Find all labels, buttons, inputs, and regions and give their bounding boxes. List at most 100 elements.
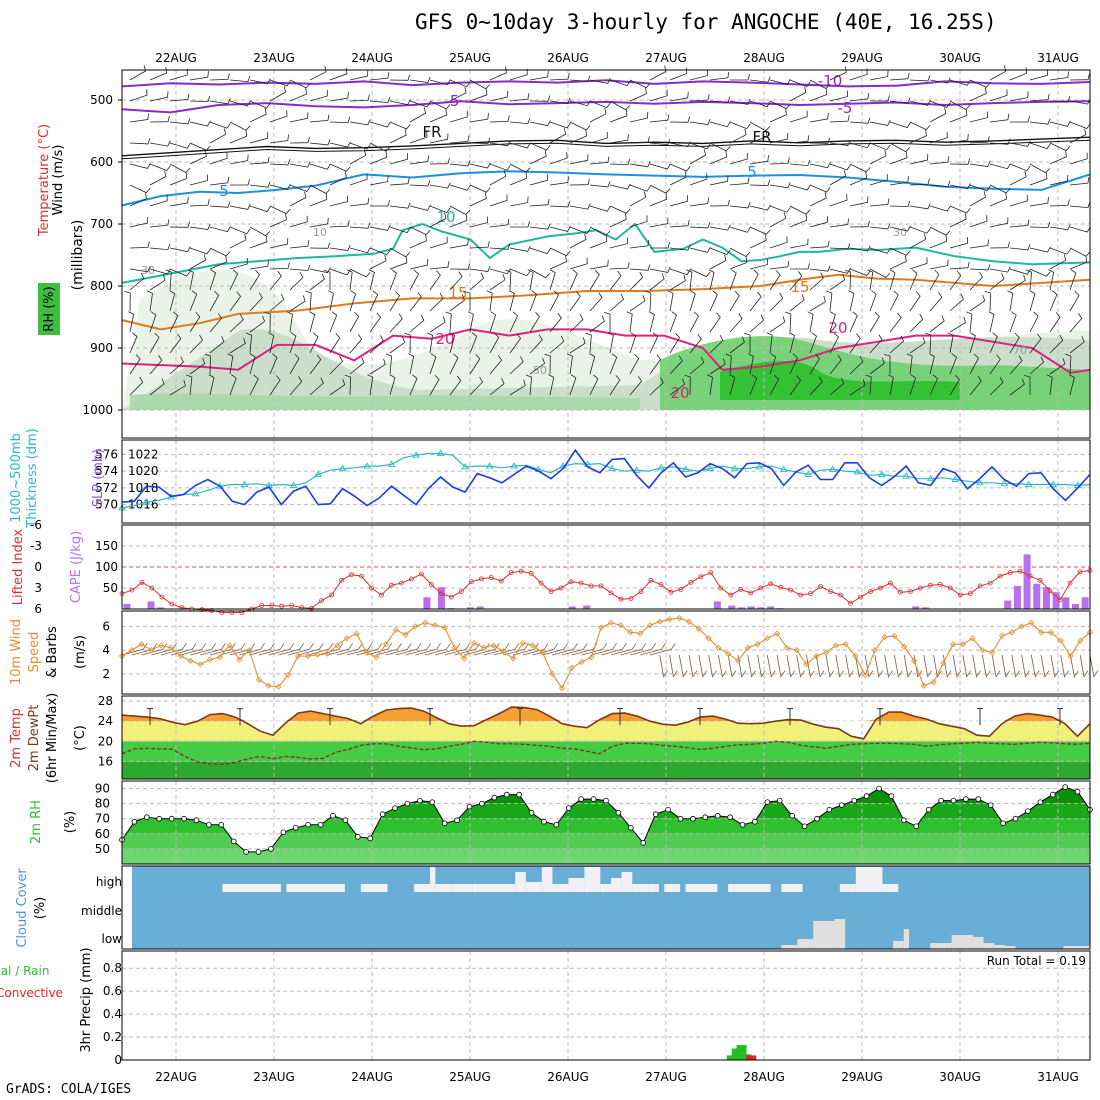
wind-barb [709,71,730,81]
wind-barb [368,269,375,291]
li-marker [389,582,394,588]
wind-barb [249,260,269,270]
wind-barb [269,237,289,249]
wind-speed-marker [666,616,673,623]
wind-barb [549,121,571,129]
cape-bar [1081,597,1089,609]
li-marker [1057,597,1063,603]
thickness-marker [877,470,886,477]
wind-barb [769,292,784,312]
wind-speed-marker [1008,629,1015,636]
rh-marker [690,815,696,822]
thickness-marker [902,472,910,479]
wind-barb [569,233,587,249]
wind-speed-marker [793,647,800,654]
wind-speed-marker [617,622,624,629]
wind-barb [869,247,891,254]
wind-barb [527,269,534,291]
wind-barb [169,290,176,312]
wind-barb [249,374,259,396]
wind-barb [689,246,711,253]
rh-marker [838,802,845,808]
wind-barb [509,268,531,277]
wind-barb [849,356,864,375]
rh-marker [801,823,808,830]
wind-barb [149,378,165,396]
wind-barb [509,333,522,354]
wind-barb [209,290,220,312]
wind-barb [469,272,485,291]
wind-barb [149,140,171,147]
wind-barb [1049,224,1071,231]
cloud-high-block [728,884,771,892]
wind-barb [329,268,351,276]
cloud-high-block [855,867,883,892]
wind-barb [445,311,452,333]
wind-barb [829,66,847,81]
surface-wind-barb [239,643,265,656]
wind-barb [385,353,393,375]
cloud-high-block [664,884,681,892]
wind-barb [729,247,751,257]
wind-barb [809,354,820,375]
wind-barb [309,377,324,396]
li-marker [428,582,434,587]
li-marker [309,605,315,611]
cape-bar [583,605,591,609]
li-marker [997,573,1003,579]
surface-wind-barb [327,643,353,656]
wind-speed-marker [998,632,1006,639]
wind-barb [529,95,551,102]
wind-barb [989,217,1009,228]
thickness-marker [485,462,494,469]
li-marker [917,585,923,591]
wind-barb [609,237,628,249]
wind-speed-marker [774,630,781,637]
panel-temperature-frame [121,695,1091,780]
wind-barb [929,156,950,165]
wind-barb [989,163,1011,170]
wind-barb [327,290,334,312]
wind-barb [1025,269,1033,291]
cloud-high-block [621,872,633,892]
wind-speed-marker [255,676,262,683]
wind-barb [929,205,951,212]
thickness-marker [142,498,151,505]
wind-speed-marker [206,656,214,663]
wind-barb [509,142,531,149]
wind-barb [649,193,668,207]
wind-barb [769,132,789,144]
wind-barb [409,76,431,83]
cloud-low-block [903,929,910,949]
temperature-contour-20 [121,328,1091,374]
wind-barb [609,262,630,270]
li-marker [1037,577,1043,583]
surface-wind-barb [473,643,500,656]
wind-barb [669,274,686,291]
temperature-contour--5 [121,100,1091,114]
wind-barb [369,96,391,104]
wind-barb [809,240,830,249]
wind-barb [1069,336,1085,354]
wind-barb [829,170,847,186]
wind-barb [669,378,686,396]
cloud-high-block [584,867,601,892]
wind-barb [209,201,231,208]
cloud-high-block [600,884,611,892]
wind-barb [569,121,591,131]
wind-barb [749,314,765,333]
wind-barb [870,95,890,102]
wind-barb [989,184,1011,194]
surface-wind-barb [141,643,168,656]
wind-barb [966,311,973,333]
wind-speed-marker [852,652,859,660]
wind-barb [209,121,231,129]
wind-barb [649,138,671,146]
cloud-low-block [834,919,846,949]
rh-marker [156,815,163,822]
rh-marker [615,809,622,816]
wind-barb [1069,152,1088,165]
wind-barb [629,79,651,89]
wind-barb [169,196,189,207]
wind-barb [749,204,771,211]
